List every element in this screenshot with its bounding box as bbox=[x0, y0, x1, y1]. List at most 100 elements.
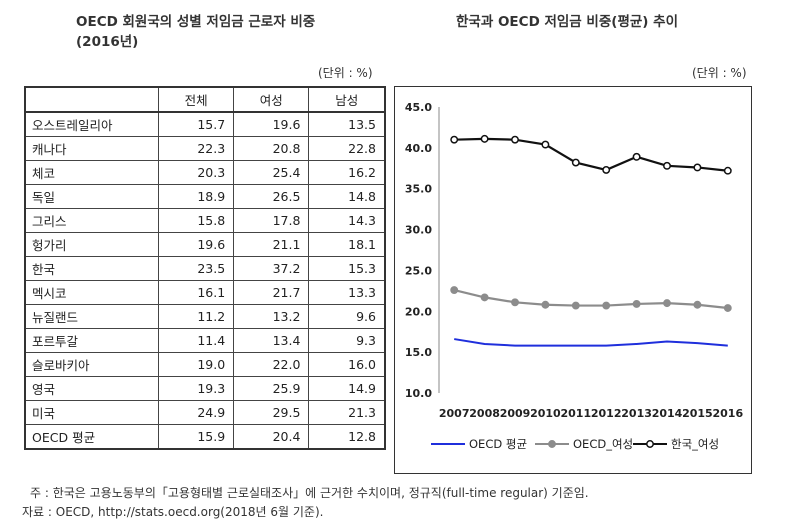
y-tick-label: 40.0 bbox=[405, 142, 432, 155]
x-tick-label: 2012 bbox=[591, 407, 622, 420]
country-cell: 멕시코 bbox=[24, 280, 159, 305]
table-row: 독일 18.9 26.5 14.8 bbox=[24, 184, 386, 209]
female-cell: 20.8 bbox=[233, 136, 310, 161]
x-tick-label: 2013 bbox=[621, 407, 652, 420]
y-tick-label: 35.0 bbox=[405, 183, 432, 196]
legend-label: OECD_여성 bbox=[573, 437, 633, 451]
female-cell: 13.4 bbox=[233, 328, 310, 353]
data-point bbox=[693, 300, 702, 309]
country-cell: 캐나다 bbox=[24, 136, 159, 161]
total-cell: 15.8 bbox=[157, 208, 235, 233]
country-cell: 체코 bbox=[24, 160, 159, 185]
right-chart-title: 한국과 OECD 저임금 비중(평균) 추이 bbox=[456, 14, 678, 30]
data-point bbox=[450, 286, 459, 294]
data-point bbox=[571, 301, 580, 310]
male-cell: 14.8 bbox=[308, 184, 386, 209]
header-total: 전체 bbox=[157, 86, 235, 113]
left-title-line-2: (2016년) bbox=[76, 34, 139, 50]
country-cell: 헝가리 bbox=[24, 232, 159, 257]
total-cell: 15.7 bbox=[157, 111, 235, 137]
male-cell: 18.1 bbox=[308, 232, 386, 257]
table-row: 오스트레일리아 15.7 19.6 13.5 bbox=[24, 111, 386, 137]
total-cell: 11.2 bbox=[157, 304, 235, 329]
male-cell: 13.5 bbox=[308, 111, 386, 137]
left-chart-title: OECD 회원국의 성별 저임금 근로자 비중 (2016년) bbox=[76, 12, 396, 52]
x-tick-label: 2016 bbox=[712, 407, 743, 420]
table-row: 캐나다 22.3 20.8 22.8 bbox=[24, 136, 386, 161]
total-cell: 20.3 bbox=[157, 160, 235, 185]
table-row: OECD 평균 15.9 20.4 12.8 bbox=[24, 424, 386, 450]
country-cell: 그리스 bbox=[24, 208, 159, 233]
y-tick-label: 10.0 bbox=[405, 387, 432, 400]
data-point bbox=[602, 301, 611, 310]
male-cell: 9.3 bbox=[308, 328, 386, 353]
legend-label: 한국_여성 bbox=[671, 437, 719, 451]
total-cell: 18.9 bbox=[157, 184, 235, 209]
data-point bbox=[632, 152, 641, 161]
source-note: 자료 : OECD, http://stats.oecd.org(2018년 6… bbox=[22, 505, 324, 519]
y-tick-label: 25.0 bbox=[405, 264, 432, 277]
table-row: 영국 19.3 25.9 14.9 bbox=[24, 376, 386, 401]
y-tick-label: 15.0 bbox=[405, 346, 432, 359]
table-row: 헝가리 19.6 21.1 18.1 bbox=[24, 232, 386, 257]
male-cell: 9.6 bbox=[308, 304, 386, 329]
male-cell: 14.9 bbox=[308, 376, 386, 401]
table-row: 멕시코 16.1 21.7 13.3 bbox=[24, 280, 386, 305]
male-cell: 21.3 bbox=[308, 400, 386, 425]
total-cell: 19.6 bbox=[157, 232, 235, 257]
female-cell: 19.6 bbox=[233, 111, 310, 137]
female-cell: 22.0 bbox=[233, 352, 310, 377]
table-row: 포르투갈 11.4 13.4 9.3 bbox=[24, 328, 386, 353]
male-cell: 14.3 bbox=[308, 208, 386, 233]
female-cell: 13.2 bbox=[233, 304, 310, 329]
line-chart: 10.0 15.0 20.0 25.0 30.0 35.0 40.0 45.0 2007 2008… bbox=[394, 86, 752, 474]
female-cell: 21.1 bbox=[233, 232, 310, 257]
header-corner bbox=[24, 86, 159, 113]
series-line-2 bbox=[454, 137, 728, 172]
y-tick-label: 20.0 bbox=[405, 305, 432, 318]
total-cell: 19.0 bbox=[157, 352, 235, 377]
y-tick-label: 45.0 bbox=[405, 101, 432, 114]
x-tick-label: 2014 bbox=[652, 407, 683, 420]
table-row: 그리스 15.8 17.8 14.3 bbox=[24, 208, 386, 233]
table-body: 오스트레일리아 15.7 19.6 13.5 캐나다 22.3 20.8 22.8 체코 20.3… bbox=[24, 111, 386, 450]
data-point bbox=[541, 300, 550, 309]
header-female: 여성 bbox=[233, 86, 310, 113]
table-row: 슬로바키아 19.0 22.0 16.0 bbox=[24, 352, 386, 377]
data-point bbox=[480, 293, 489, 302]
table-row: 뉴질랜드 11.2 13.2 9.6 bbox=[24, 304, 386, 329]
country-cell: 포르투갈 bbox=[24, 328, 159, 353]
y-tick-label: 30.0 bbox=[405, 224, 432, 237]
x-tick-label: 2009 bbox=[500, 407, 531, 420]
data-point bbox=[602, 165, 611, 174]
total-cell: 11.4 bbox=[157, 328, 235, 353]
line-chart-svg: 10.0 15.0 20.0 25.0 30.0 35.0 40.0 45.0 2007 2008… bbox=[405, 101, 744, 451]
table-row: 체코 20.3 25.4 16.2 bbox=[24, 160, 386, 185]
male-cell: 15.3 bbox=[308, 256, 386, 281]
female-cell: 17.8 bbox=[233, 208, 310, 233]
male-cell: 22.8 bbox=[308, 136, 386, 161]
chart-unit-label: (단위 : %) bbox=[692, 66, 747, 80]
table-header-row: 전체 여성 남성 bbox=[24, 86, 386, 113]
male-cell: 12.8 bbox=[308, 424, 386, 450]
country-cell: 영국 bbox=[24, 376, 159, 401]
male-cell: 13.3 bbox=[308, 280, 386, 305]
total-cell: 15.9 bbox=[157, 424, 235, 450]
female-cell: 21.7 bbox=[233, 280, 310, 305]
footnote: 주 : 한국은 고용노동부의「고용형태별 근로실태조사」에 근거한 수치이며, … bbox=[30, 486, 589, 500]
female-cell: 25.9 bbox=[233, 376, 310, 401]
x-tick-label: 2007 bbox=[439, 407, 470, 420]
total-cell: 19.3 bbox=[157, 376, 235, 401]
low-wage-table: 전체 여성 남성 오스트레일리아 15.7 19.6 13.5 캐나다 22.3 20.8 2… bbox=[24, 86, 386, 450]
female-cell: 29.5 bbox=[233, 400, 310, 425]
total-cell: 23.5 bbox=[157, 256, 235, 281]
female-cell: 37.2 bbox=[233, 256, 310, 281]
legend-marker bbox=[646, 440, 654, 448]
country-cell: 슬로바키아 bbox=[24, 352, 159, 377]
x-tick-label: 2011 bbox=[560, 407, 591, 420]
data-point bbox=[632, 299, 641, 308]
data-point bbox=[511, 298, 519, 307]
data-point bbox=[450, 135, 459, 144]
country-cell: 뉴질랜드 bbox=[24, 304, 159, 329]
series-line-0 bbox=[454, 338, 728, 347]
